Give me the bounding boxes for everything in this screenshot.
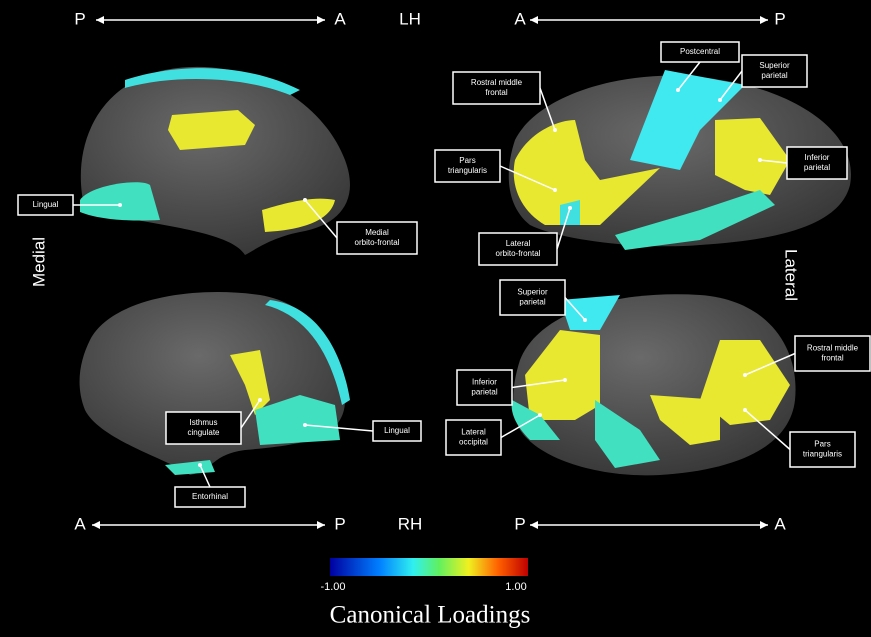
label-box [445,419,502,456]
orientation-label: P [334,514,345,533]
label-box [741,54,808,88]
region-label: Postcentral [680,47,720,56]
region-label: Medial [365,228,389,237]
pointer-line [759,159,788,164]
pointer-line [719,70,743,101]
pointer-head [568,206,572,210]
orientation-label: A [74,514,86,533]
region-label: Superior [759,61,790,70]
hemisphere-label: RH [398,514,423,533]
region-label: triangularis [448,166,487,175]
orientation-label: A [774,514,786,533]
pointer-line [744,352,796,376]
region-label: Rostral middle [471,78,523,87]
pointer-head [198,463,202,467]
pointer-line [564,297,586,321]
region-label: parietal [471,388,497,397]
pointer-line [556,207,571,250]
pointer-head [676,88,680,92]
pointer-head [583,318,587,322]
orientation-arrows [92,16,768,529]
label-box [786,146,848,180]
pointer-line [511,379,566,389]
pointer-head [538,413,542,417]
region-label: frontal [821,354,843,363]
colorbar-min: -1.00 [320,581,345,593]
pointer-head [553,188,557,192]
region-label: cingulate [187,428,220,437]
pointer-line [240,399,261,429]
label-box [372,420,422,442]
region-label: Lingual [384,426,410,435]
region-label: Lingual [33,200,59,209]
region-label: Inferior [805,153,830,162]
region-label: Lateral [506,239,531,248]
label-box [794,335,871,372]
region-label: parietal [519,298,545,307]
orientation-label: P [774,9,785,28]
label-box [165,411,242,445]
pointer-head [758,158,762,162]
pointer-line [304,199,338,239]
label-box [478,232,558,266]
side-label: Medial [29,237,48,287]
region-label: Entorhinal [192,492,228,501]
pointer-line [744,409,791,451]
pointer-line [304,424,374,432]
pointer-head [118,203,122,207]
pointer-line [199,464,211,488]
pointer-line [677,61,701,91]
label-box [456,369,513,406]
label-box [499,279,566,316]
label-box [434,149,501,183]
pointer-head [743,408,747,412]
side-label: Lateral [782,249,801,301]
region-label: parietal [761,71,787,80]
region-label: Pars [814,440,830,449]
region-label: orbito-frontal [496,249,541,258]
region-label: Pars [459,156,475,165]
pointer-head [743,373,747,377]
orientation-label: P [514,514,525,533]
region-label: frontal [485,88,507,97]
brains [79,66,851,476]
label-box [17,194,74,216]
region-label: Rostral middle [807,344,859,353]
region-label: occipital [459,438,488,447]
colorbar-title: Canonical Loadings [330,602,531,629]
region-label: Inferior [472,378,497,387]
region-label: Lateral [461,428,486,437]
region-label: Isthmus [189,418,217,427]
pointer-line [500,414,541,439]
pointer-head [303,423,307,427]
orientation-label: P [74,9,85,28]
pointer-line [499,165,556,191]
pointer-head [258,398,262,402]
region-label: orbito-frontal [355,238,400,247]
colorbar [330,558,528,576]
label-box [336,221,418,255]
pointer-head [718,98,722,102]
pointer-head [563,378,567,382]
pointer-head [303,198,307,202]
pointer-head [553,128,557,132]
orientation-label: A [514,9,526,28]
label-box [452,71,541,105]
label-box [174,486,246,508]
hemisphere-label: LH [399,9,421,28]
pointer-line [539,87,556,131]
label-box [789,431,856,468]
colorbar-max: 1.00 [505,581,526,593]
region-label: triangularis [803,450,842,459]
orientation-label: A [334,9,346,28]
region-label: Superior [517,288,548,297]
label-box [660,41,740,63]
region-label: parietal [804,163,830,172]
